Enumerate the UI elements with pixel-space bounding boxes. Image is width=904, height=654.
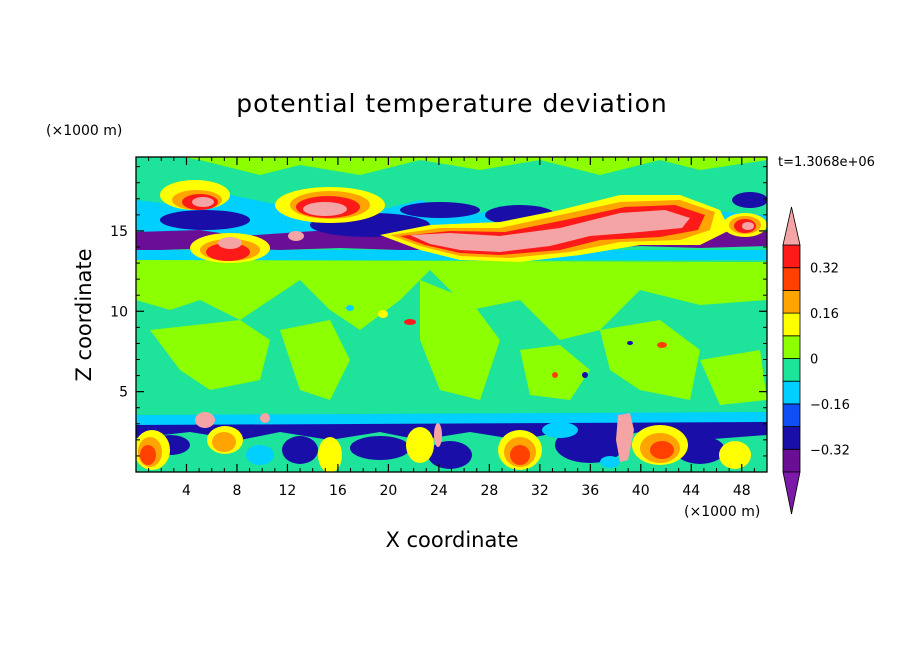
colorbar-tick-label: 0.16 xyxy=(810,307,839,322)
colorbar-tick-label: 0 xyxy=(810,353,818,368)
colorbar-box xyxy=(782,289,801,314)
colorbar-low-arrow xyxy=(782,471,801,515)
colorbar-box xyxy=(782,403,801,427)
x-unit-label: (×1000 m) xyxy=(684,504,760,520)
x-tick-label: 32 xyxy=(531,483,549,499)
colorbar-box xyxy=(782,426,801,450)
x-tick-label: 12 xyxy=(279,483,297,499)
colorbar-box xyxy=(782,312,801,337)
colorbar-tick-label: 0.32 xyxy=(810,262,839,277)
boundary-pink xyxy=(195,412,634,462)
x-tick-label: 8 xyxy=(232,483,241,499)
x-tick-label: 16 xyxy=(329,483,347,499)
colorbar-box xyxy=(782,358,801,382)
x-tick-label: 20 xyxy=(379,483,397,499)
y-unit-label: (×1000 m) xyxy=(46,123,122,139)
y-tick-label: 15 xyxy=(110,224,128,240)
x-tick-label: 44 xyxy=(682,483,700,499)
x-axis: 4 8 12 16 20 24 28 32 36 40 44 48 xyxy=(148,157,755,499)
y-axis-label: Z coordinate xyxy=(72,248,96,381)
boundary-warm-red xyxy=(140,441,674,465)
mid-blobs xyxy=(346,305,667,378)
colorbar-box xyxy=(782,244,801,269)
y-tick-label: 10 xyxy=(110,304,128,320)
mid-lime-patches xyxy=(136,157,767,405)
x-tick-label: 40 xyxy=(632,483,650,499)
x-tick-label: 4 xyxy=(182,483,191,499)
colorbar: 0.32 0.16 0 −0.16 −0.32 xyxy=(782,206,850,515)
colorbar-box xyxy=(782,267,801,291)
x-tick-label: 24 xyxy=(430,483,448,499)
x-axis-label: X coordinate xyxy=(385,528,518,552)
y-tick-label: 5 xyxy=(119,385,128,401)
colorbar-box xyxy=(782,380,801,405)
x-tick-label: 36 xyxy=(581,483,599,499)
colorbar-tick-label: −0.16 xyxy=(810,398,850,413)
boundary-purple xyxy=(136,422,767,469)
boundary-cyan xyxy=(246,422,620,468)
colorbar-box xyxy=(782,335,801,359)
y-axis: 5 10 15 xyxy=(110,166,767,457)
x-tick-label: 28 xyxy=(480,483,498,499)
time-label: t=1.3068e+06 xyxy=(778,155,875,170)
chart-title: potential temperature deviation xyxy=(236,89,667,118)
warm-layer-pink xyxy=(192,197,754,252)
colorbar-tick-label: −0.32 xyxy=(810,443,850,458)
colorbar-box xyxy=(782,448,801,473)
x-tick-label: 48 xyxy=(733,483,751,499)
contour-field xyxy=(136,157,767,472)
colorbar-high-arrow xyxy=(782,206,801,246)
